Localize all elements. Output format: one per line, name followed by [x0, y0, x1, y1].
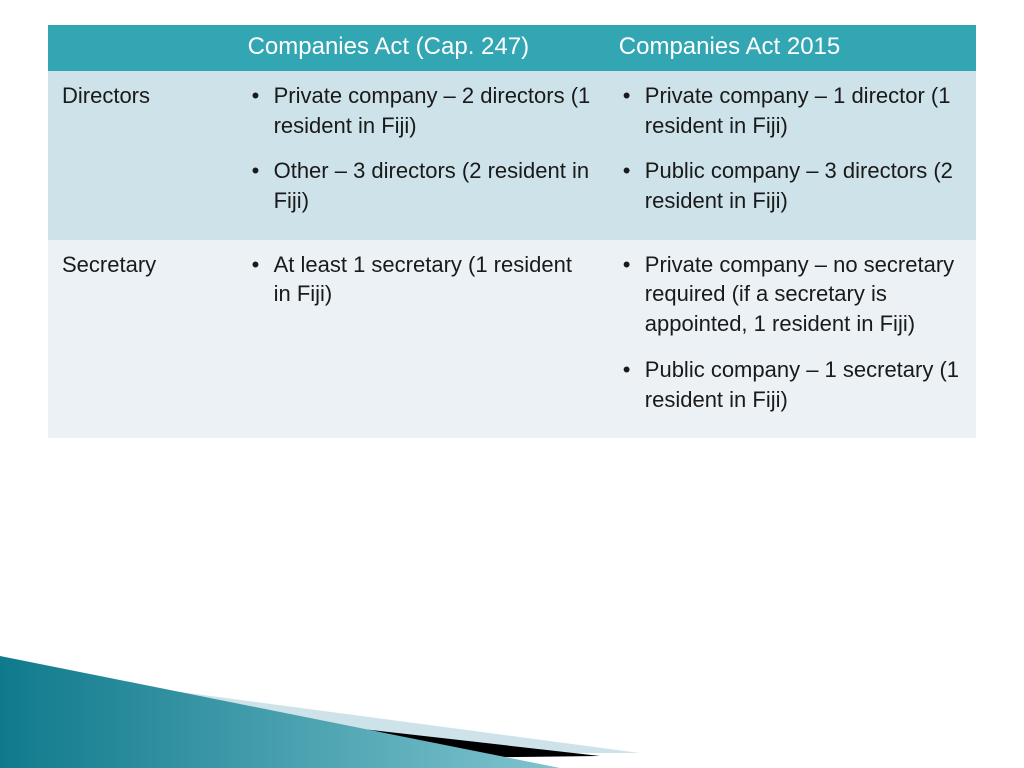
- table-row: DirectorsPrivate company – 2 directors (…: [48, 71, 976, 240]
- wedge-teal: [0, 656, 560, 768]
- header-cell-cap247: Companies Act (Cap. 247): [234, 25, 605, 71]
- table-cell: Private company – 1 director (1 resident…: [605, 71, 976, 240]
- bullet-item: Public company – 1 secretary (1 resident…: [619, 355, 962, 414]
- row-label: Secretary: [48, 240, 234, 438]
- wedge-black: [0, 688, 600, 763]
- table-cell: Private company – no secretary required …: [605, 240, 976, 438]
- bullet-item: Public company – 3 directors (2 resident…: [619, 156, 962, 215]
- decorative-wedge: [0, 548, 1024, 768]
- bullet-list: At least 1 secretary (1 resident in Fiji…: [248, 250, 591, 309]
- bullet-item: Private company – no secretary required …: [619, 250, 962, 339]
- header-cell-2015: Companies Act 2015: [605, 25, 976, 71]
- table-cell: Private company – 2 directors (1 residen…: [234, 71, 605, 240]
- bullet-list: Private company – 1 director (1 resident…: [619, 81, 962, 216]
- bullet-item: Private company – 1 director (1 resident…: [619, 81, 962, 140]
- row-label: Directors: [48, 71, 234, 240]
- bullet-item: At least 1 secretary (1 resident in Fiji…: [248, 250, 591, 309]
- bullet-list: Private company – no secretary required …: [619, 250, 962, 414]
- table-row: SecretaryAt least 1 secretary (1 residen…: [48, 240, 976, 438]
- comparison-table: Companies Act (Cap. 247) Companies Act 2…: [48, 25, 976, 438]
- header-cell-empty: [48, 25, 234, 71]
- bullet-list: Private company – 2 directors (1 residen…: [248, 81, 591, 216]
- table-cell: At least 1 secretary (1 resident in Fiji…: [234, 240, 605, 438]
- bullet-item: Other – 3 directors (2 resident in Fiji): [248, 156, 591, 215]
- bullet-item: Private company – 2 directors (1 residen…: [248, 81, 591, 140]
- table-header-row: Companies Act (Cap. 247) Companies Act 2…: [48, 25, 976, 71]
- wedge-light: [0, 668, 640, 753]
- comparison-table-container: Companies Act (Cap. 247) Companies Act 2…: [48, 25, 976, 438]
- table-body: DirectorsPrivate company – 2 directors (…: [48, 71, 976, 438]
